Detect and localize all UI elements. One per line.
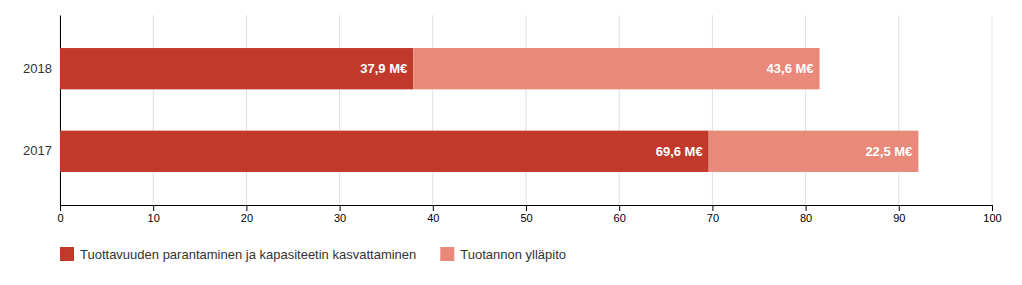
x-tick-mark — [340, 205, 341, 211]
data-label: 37,9 M€ — [360, 61, 407, 76]
x-tick-mark — [712, 205, 713, 211]
bar — [413, 48, 819, 89]
y-axis-line — [60, 16, 61, 206]
x-tick: 70 — [707, 205, 719, 224]
x-tick: 10 — [148, 205, 160, 224]
x-tick: 80 — [800, 205, 812, 224]
legend-item: Tuotannon ylläpito — [440, 247, 566, 262]
bar — [709, 131, 919, 172]
grid-line — [712, 15, 713, 205]
y-tick: 2017 — [23, 143, 60, 158]
data-label: 43,6 M€ — [767, 61, 814, 76]
legend-item: Tuottavuuden parantaminen ja kapasiteeti… — [60, 247, 416, 262]
grid-line — [60, 15, 61, 205]
x-tick-mark — [246, 205, 247, 211]
x-tick-mark — [899, 205, 900, 211]
plot: 0 10 20 30 40 50 60 70 80 90 100 2018 2017 37,9 M€ 69,… — [23, 15, 1002, 224]
x-tick-mark — [153, 205, 154, 211]
grid-line — [526, 15, 527, 205]
x-axis-line — [61, 206, 993, 212]
bar — [60, 48, 413, 89]
legend-label: Tuotannon ylläpito — [460, 247, 566, 262]
x-tick-label: 50 — [520, 212, 532, 224]
legend: Tuottavuuden parantaminen ja kapasiteeti… — [60, 247, 566, 262]
x-tick: 60 — [614, 205, 626, 224]
y-tick-label: 2017 — [23, 143, 52, 158]
y-tick: 2018 — [23, 61, 60, 76]
x-tick-label: 70 — [707, 212, 719, 224]
chart: 0 10 20 30 40 50 60 70 80 90 100 2018 2017 37,9 M€ 69,… — [0, 0, 1022, 285]
grid-line — [153, 15, 154, 205]
x-tick: 20 — [241, 205, 253, 224]
x-tick-label: 60 — [614, 212, 626, 224]
grid-line — [432, 15, 433, 205]
x-tick-label: 20 — [241, 212, 253, 224]
grid-line — [992, 15, 993, 205]
x-tick: 90 — [893, 205, 905, 224]
x-tick-mark — [992, 205, 993, 211]
x-axis: 0 10 20 30 40 50 60 70 80 90 100 — [57, 205, 1001, 224]
x-tick-label: 80 — [800, 212, 812, 224]
x-tick-label: 30 — [334, 212, 346, 224]
x-tick-mark — [433, 205, 434, 211]
x-tick-label: 90 — [893, 212, 905, 224]
data-label: 69,6 M€ — [656, 144, 703, 159]
legend-swatch — [60, 247, 74, 261]
grid-line — [619, 15, 620, 205]
x-tick-mark — [526, 205, 527, 211]
legend-label: Tuottavuuden parantaminen ja kapasiteeti… — [80, 247, 416, 262]
x-tick: 0 — [57, 205, 63, 224]
grid-line — [898, 15, 899, 205]
bar — [60, 131, 709, 172]
x-tick-label: 10 — [148, 212, 160, 224]
x-tick: 30 — [334, 205, 346, 224]
x-tick-label: 100 — [983, 212, 1001, 224]
grid-line — [246, 15, 247, 205]
y-tick-label: 2018 — [23, 61, 52, 76]
legend-swatch — [440, 247, 454, 261]
y-axis: 2018 2017 — [23, 16, 60, 206]
x-tick: 100 — [983, 205, 1001, 224]
data-labels: 37,9 M€ 69,6 M€ 43,6 M€ 22,5 M€ — [360, 61, 912, 159]
grid-line — [339, 15, 340, 205]
x-tick-label: 0 — [57, 212, 63, 224]
x-tick: 40 — [427, 205, 439, 224]
bars — [60, 48, 918, 172]
x-tick-mark — [60, 205, 61, 211]
x-tick-label: 40 — [427, 212, 439, 224]
grid — [60, 15, 992, 205]
x-tick-mark — [806, 205, 807, 211]
x-tick-mark — [619, 205, 620, 211]
grid-line — [805, 15, 806, 205]
data-label: 22,5 M€ — [865, 144, 912, 159]
x-tick: 50 — [520, 205, 532, 224]
